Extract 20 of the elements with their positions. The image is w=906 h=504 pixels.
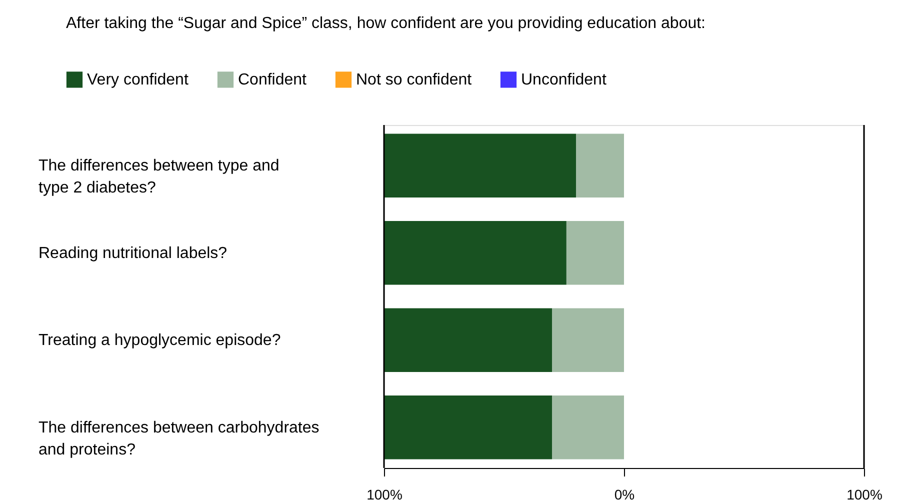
bar	[552, 308, 624, 372]
x-tick-label: 100%	[366, 486, 402, 502]
legend-label: Very confident	[87, 72, 189, 89]
bar	[576, 134, 624, 198]
chart-title: After taking the “Sugar and Spice” class, how confident are you providing education about:	[66, 15, 706, 32]
x-tick-label: 100%	[846, 486, 882, 502]
bar	[384, 221, 566, 285]
legend-label: Not so confident	[356, 72, 472, 89]
bar	[566, 221, 624, 285]
y-tick-label: The differences between type and type 2 diabetes?	[38, 158, 280, 197]
y-tick-label: Reading nutritional labels?	[38, 244, 228, 262]
bar	[552, 396, 624, 460]
bar	[384, 396, 552, 460]
bar	[384, 134, 576, 198]
legend-label: Confident	[238, 72, 308, 89]
bar	[384, 308, 552, 372]
y-tick-label: The differences between carbohydrates and proteins?	[38, 419, 320, 458]
legend-label: Unconfident	[521, 72, 607, 89]
y-tick-label: Treating a hypoglycemic episode?	[38, 332, 281, 350]
x-tick-label: 0%	[614, 486, 635, 502]
